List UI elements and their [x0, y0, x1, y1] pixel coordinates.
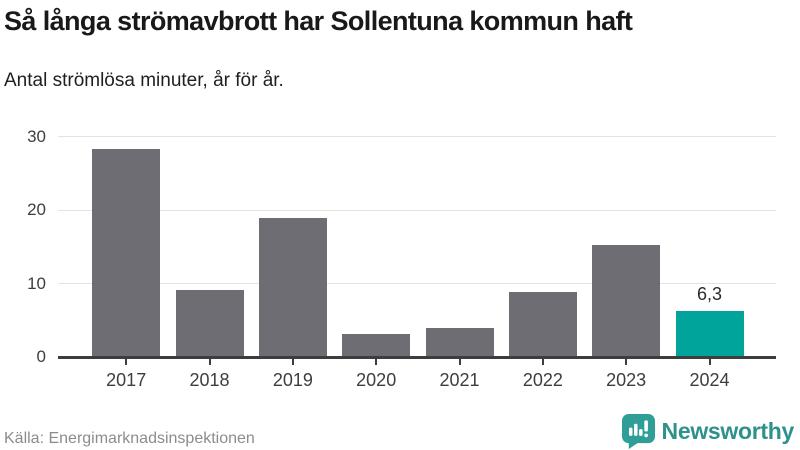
bar-2022 [508, 291, 577, 357]
x-axis-label-2024: 2024 [689, 370, 730, 390]
bar-2018 [175, 290, 244, 357]
x-axis-label-2022: 2022 [522, 370, 563, 390]
highlight-value-label: 6,3 [696, 283, 723, 304]
bar-2021 [425, 328, 494, 357]
x-axis-tick [208, 359, 211, 365]
newsworthy-logo[interactable]: Newsworthy [621, 414, 795, 449]
x-axis-tick [458, 359, 461, 365]
x-axis-label-2020: 2020 [356, 370, 397, 390]
x-axis-line [58, 356, 776, 359]
x-axis-tick [291, 359, 294, 365]
bar-2023 [592, 244, 661, 357]
source-text: Källa: Energimarknadsinspektionen [4, 430, 255, 447]
x-axis-tick [125, 359, 128, 365]
bar-2024 [675, 310, 744, 357]
newsworthy-bubble-chart-icon [621, 414, 655, 449]
x-axis-label-2017: 2017 [106, 370, 147, 390]
chart-subtitle: Antal strömlösa minuter, år för år. [4, 70, 284, 91]
x-axis-tick [708, 359, 711, 365]
y-axis-tick-label: 0 [36, 347, 46, 366]
y-axis-tick-label: 10 [27, 273, 46, 293]
x-axis-label-2018: 2018 [189, 370, 230, 390]
y-axis-tick-label: 30 [27, 126, 46, 146]
newsworthy-wordmark: Newsworthy [661, 418, 795, 444]
bar-2019 [258, 218, 327, 357]
y-axis-tick-label: 20 [27, 200, 46, 219]
x-axis-label-2021: 2021 [439, 370, 480, 390]
x-axis-tick [375, 359, 378, 365]
gridline-10 [58, 283, 776, 284]
bar-2017 [92, 148, 161, 357]
x-axis-tick [541, 359, 544, 365]
x-axis-label-2019: 2019 [272, 370, 313, 390]
chart-title: Så långa strömavbrott har Sollentuna kom… [4, 6, 633, 36]
bar-2020 [342, 334, 411, 357]
x-axis-tick [625, 359, 628, 365]
x-axis-label-2023: 2023 [606, 370, 647, 390]
gridline-20 [58, 209, 776, 211]
gridline-30 [58, 136, 776, 137]
